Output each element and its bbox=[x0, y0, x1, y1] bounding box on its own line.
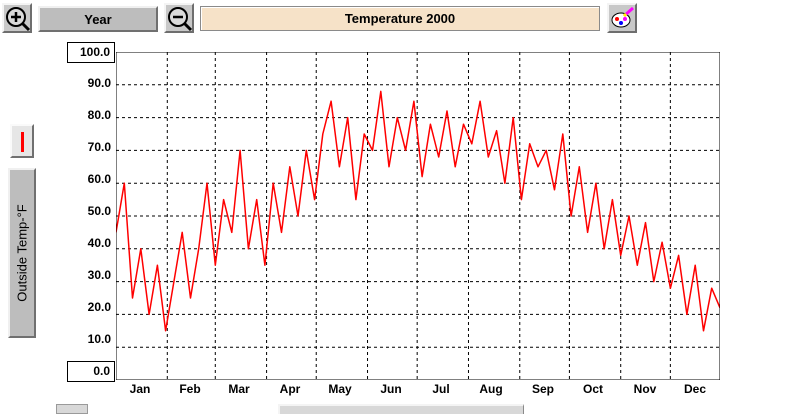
x-tick-label: Sep bbox=[531, 382, 554, 396]
x-tick-label: Jun bbox=[380, 382, 402, 396]
time-scrollbar[interactable] bbox=[278, 404, 524, 414]
series-color-bar bbox=[21, 132, 24, 152]
x-tick-label: Jul bbox=[432, 382, 450, 396]
y-tick-label: 30.0 bbox=[87, 268, 111, 282]
y-tick-label: 90.0 bbox=[87, 76, 111, 90]
x-tick-label: Dec bbox=[683, 382, 706, 396]
y-tick-label: 80.0 bbox=[87, 108, 111, 122]
x-tick-label: Feb bbox=[179, 382, 201, 396]
y-tick-label: 60.0 bbox=[87, 172, 111, 186]
zoom-out-icon bbox=[168, 7, 193, 32]
x-tick-label: Apr bbox=[279, 382, 301, 396]
y-tick-label: 50.0 bbox=[87, 204, 111, 218]
y-tick-label: 40.0 bbox=[87, 236, 111, 250]
plot-grid bbox=[116, 52, 720, 380]
series-label-button[interactable]: Outside Temp-°F bbox=[8, 168, 36, 338]
zoom-in-button[interactable] bbox=[2, 3, 32, 33]
x-tick-label: Jan bbox=[129, 382, 151, 396]
y-tick-label: 10.0 bbox=[87, 332, 111, 346]
zoom-in-icon bbox=[6, 7, 31, 32]
chart-title-text: Temperature 2000 bbox=[344, 11, 456, 26]
zoom-out-button[interactable] bbox=[164, 3, 194, 33]
y-tick-label: 20.0 bbox=[87, 300, 111, 314]
series-line-outside-temp bbox=[116, 90, 720, 332]
period-label: Year bbox=[84, 11, 112, 27]
series-label: Outside Temp-°F bbox=[14, 204, 30, 302]
y-max-label[interactable]: 100.0 bbox=[67, 42, 115, 63]
x-tick-label: Aug bbox=[479, 382, 503, 396]
chart-title: Temperature 2000 bbox=[200, 6, 600, 31]
x-tick-label: Nov bbox=[633, 382, 657, 396]
scroll-left-button[interactable] bbox=[56, 404, 88, 414]
x-tick-label: May bbox=[328, 382, 352, 396]
paint-button[interactable] bbox=[607, 3, 637, 33]
paint-palette-icon bbox=[611, 6, 634, 28]
y-min-label[interactable]: 0.0 bbox=[67, 361, 115, 382]
x-tick-label: Oct bbox=[582, 382, 603, 396]
x-tick-label: Mar bbox=[228, 382, 250, 396]
y-tick-label: 70.0 bbox=[87, 140, 111, 154]
plot-series bbox=[116, 90, 720, 332]
period-select-button[interactable]: Year bbox=[38, 6, 158, 32]
series-color-swatch[interactable] bbox=[10, 124, 34, 158]
temperature-plot[interactable] bbox=[116, 52, 720, 380]
